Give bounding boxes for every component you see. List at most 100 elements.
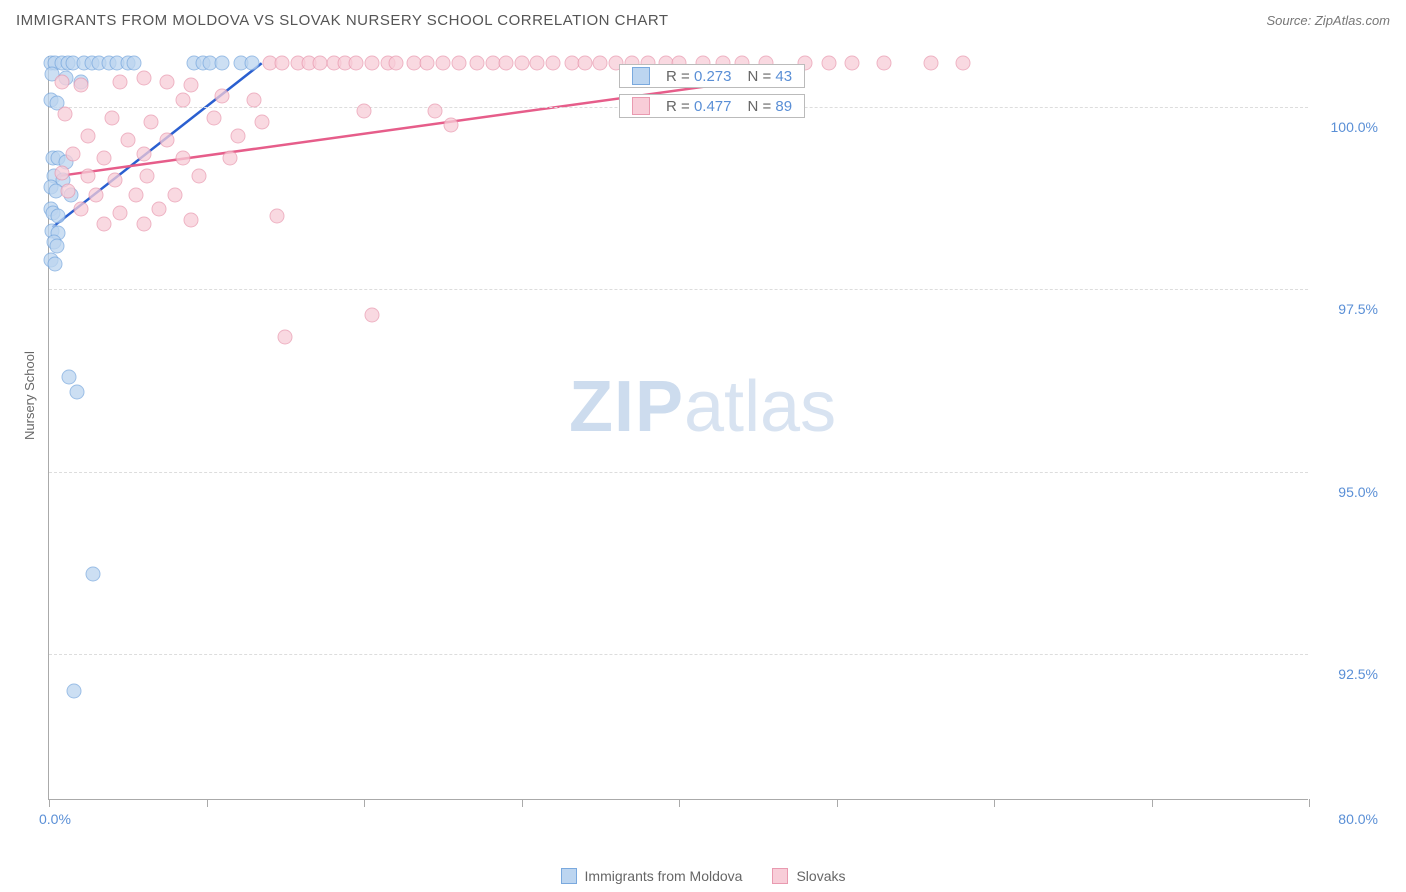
data-point <box>108 173 123 188</box>
data-point <box>160 74 175 89</box>
x-tick <box>207 799 208 807</box>
data-point <box>364 307 379 322</box>
chart-header: IMMIGRANTS FROM MOLDOVA VS SLOVAK NURSER… <box>0 0 1406 37</box>
data-point <box>470 56 485 71</box>
data-point <box>73 202 88 217</box>
series-swatch <box>632 67 650 85</box>
data-point <box>81 129 96 144</box>
series-swatch <box>632 97 650 115</box>
data-point <box>175 92 190 107</box>
data-point <box>144 114 159 129</box>
data-point <box>924 56 939 71</box>
data-point <box>120 132 135 147</box>
data-point <box>51 209 66 224</box>
data-point <box>168 187 183 202</box>
r-label: R = 0.273 <box>666 68 731 85</box>
y-tick-label: 92.5% <box>1338 666 1378 682</box>
data-point <box>136 147 151 162</box>
data-point <box>49 238 64 253</box>
legend-item: Slovaks <box>772 868 845 884</box>
x-tick <box>837 799 838 807</box>
trend-lines <box>49 56 1308 799</box>
chart-legend: Immigrants from Moldova Slovaks <box>0 868 1406 884</box>
data-point <box>207 111 222 126</box>
data-point <box>514 56 529 71</box>
data-point <box>136 216 151 231</box>
y-axis-label: Nursery School <box>22 351 37 440</box>
data-point <box>215 89 230 104</box>
data-point <box>275 56 290 71</box>
data-point <box>97 216 112 231</box>
data-point <box>845 56 860 71</box>
data-point <box>128 187 143 202</box>
y-tick-label: 95.0% <box>1338 484 1378 500</box>
data-point <box>498 56 513 71</box>
correlation-scatter-chart: ZIPatlas 0.0% 80.0% 92.5%95.0%97.5%100.0… <box>48 56 1308 800</box>
data-point <box>215 56 230 71</box>
data-point <box>112 205 127 220</box>
data-point <box>955 56 970 71</box>
data-point <box>73 78 88 93</box>
x-axis-min-label: 0.0% <box>39 811 71 827</box>
legend-swatch <box>561 868 577 884</box>
data-point <box>81 169 96 184</box>
gridline <box>49 654 1308 655</box>
watermark-atlas: atlas <box>684 367 836 447</box>
data-point <box>364 56 379 71</box>
correlation-stats: R = 0.273 N = 43 <box>619 64 805 88</box>
data-point <box>139 169 154 184</box>
data-point <box>435 56 450 71</box>
data-point <box>136 70 151 85</box>
data-point <box>67 683 82 698</box>
data-point <box>451 56 466 71</box>
chart-title: IMMIGRANTS FROM MOLDOVA VS SLOVAK NURSER… <box>16 12 669 29</box>
correlation-stats: R = 0.477 N = 89 <box>619 94 805 118</box>
x-tick <box>1309 799 1310 807</box>
data-point <box>357 103 372 118</box>
r-label: R = 0.477 <box>666 98 731 115</box>
data-point <box>254 114 269 129</box>
data-point <box>86 566 101 581</box>
data-point <box>183 78 198 93</box>
gridline <box>49 472 1308 473</box>
y-tick-label: 100.0% <box>1331 119 1378 135</box>
data-point <box>246 92 261 107</box>
data-point <box>278 329 293 344</box>
legend-label: Immigrants from Moldova <box>585 868 743 884</box>
x-axis-max-label: 80.0% <box>1338 811 1378 827</box>
data-point <box>62 369 77 384</box>
data-point <box>127 56 142 71</box>
data-point <box>593 56 608 71</box>
y-tick-label: 97.5% <box>1338 301 1378 317</box>
data-point <box>821 56 836 71</box>
legend-label: Slovaks <box>796 868 845 884</box>
source-attribution: Source: ZipAtlas.com <box>1266 13 1390 28</box>
data-point <box>223 151 238 166</box>
x-tick <box>49 799 50 807</box>
x-tick <box>1152 799 1153 807</box>
watermark: ZIPatlas <box>569 366 836 448</box>
data-point <box>245 56 260 71</box>
data-point <box>89 187 104 202</box>
data-point <box>427 103 442 118</box>
gridline <box>49 289 1308 290</box>
legend-swatch <box>772 868 788 884</box>
legend-item: Immigrants from Moldova <box>561 868 743 884</box>
data-point <box>54 74 69 89</box>
data-point <box>152 202 167 217</box>
data-point <box>876 56 891 71</box>
data-point <box>105 111 120 126</box>
x-tick <box>994 799 995 807</box>
data-point <box>57 107 72 122</box>
data-point <box>65 147 80 162</box>
data-point <box>349 56 364 71</box>
data-point <box>530 56 545 71</box>
data-point <box>112 74 127 89</box>
x-tick <box>679 799 680 807</box>
data-point <box>60 183 75 198</box>
watermark-zip: ZIP <box>569 367 684 447</box>
data-point <box>97 151 112 166</box>
data-point <box>231 129 246 144</box>
x-tick <box>522 799 523 807</box>
data-point <box>54 165 69 180</box>
